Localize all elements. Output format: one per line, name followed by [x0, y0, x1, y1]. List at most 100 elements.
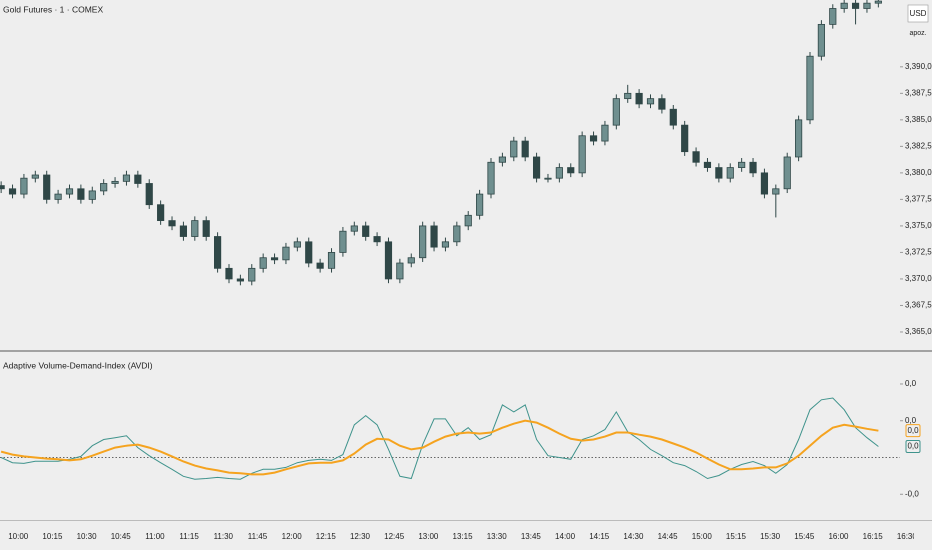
indicator-pane	[0, 397, 900, 480]
candle-body	[362, 225, 370, 237]
x-tick-label: 16:15	[863, 532, 884, 541]
candle-body	[54, 193, 62, 200]
candle-body	[339, 230, 347, 253]
x-tick-label: 13:30	[487, 532, 508, 541]
last-value-tag	[905, 424, 921, 438]
x-tick-label: 14:30	[623, 532, 644, 541]
y-tick-label: 3,372,5	[905, 248, 932, 257]
candle-body	[65, 188, 74, 195]
candle-body	[476, 193, 484, 216]
candle-body	[20, 177, 28, 195]
x-tick-label: 13:00	[418, 532, 439, 541]
y-tick-label: 3,385,0	[905, 115, 932, 124]
candle-body	[282, 246, 290, 261]
candle-body	[863, 2, 871, 9]
candle-body	[738, 161, 746, 168]
candle-body	[214, 236, 222, 269]
candle-body	[145, 183, 153, 206]
candle-body	[806, 55, 814, 121]
currency-box[interactable]	[907, 4, 929, 23]
candle-body	[43, 174, 51, 200]
candle-body	[840, 2, 848, 9]
candle-body	[111, 180, 119, 184]
x-tick-label: 16:30	[897, 532, 918, 541]
indicator-title: Adaptive Volume-Demand-Index (AVDI)	[3, 360, 153, 370]
candle-body	[0, 185, 5, 190]
x-tick-label: 15:45	[794, 532, 815, 541]
x-tick-label: 10:00	[8, 532, 29, 541]
candle-body	[419, 225, 427, 259]
candle-body	[772, 188, 780, 195]
x-tick-label: 15:15	[726, 532, 747, 541]
candle-body	[350, 225, 358, 232]
y-tick-label: 3,370,0	[905, 274, 932, 283]
y-tick-label: 3,375,0	[905, 221, 932, 230]
candle-body	[521, 140, 529, 158]
x-tick-label: 11:30	[214, 532, 234, 541]
scale-label[interactable]: apoz.	[909, 30, 926, 37]
x-tick-label: 15:30	[760, 532, 781, 541]
candle-body	[100, 183, 108, 192]
chart-title: Gold Futures · 1 · COMEX	[3, 4, 103, 14]
candle-body	[373, 236, 381, 243]
candle-body	[510, 140, 518, 158]
candle-body	[749, 161, 757, 174]
price-pane	[0, 0, 882, 286]
candle-body	[681, 124, 689, 153]
candle-body	[191, 220, 199, 237]
y-tick-label: 3,377,5	[905, 195, 932, 204]
x-tick-label: 10:30	[77, 532, 98, 541]
candle-body	[692, 151, 700, 163]
x-tick-label: 14:45	[658, 532, 679, 541]
candle-body	[248, 267, 256, 282]
candle-body	[236, 278, 244, 282]
last-value-label: 0,0	[907, 442, 919, 451]
y-tick-label: 3,390,0	[905, 62, 932, 71]
candle-body	[658, 98, 666, 110]
candle-body	[202, 220, 210, 237]
candle-body	[31, 174, 39, 179]
currency[interactable]: USD	[910, 9, 927, 18]
candle-body	[225, 267, 233, 280]
candle-body	[441, 241, 450, 248]
candle-body	[396, 262, 404, 280]
x-tick-label: 14:15	[589, 532, 610, 541]
candle-body	[316, 262, 324, 269]
candle-body	[532, 156, 541, 179]
candle-body	[464, 214, 472, 227]
x-tick-label: 14:00	[555, 532, 576, 541]
x-tick-label: 12:15	[316, 532, 337, 541]
candle-body	[829, 8, 837, 25]
x-tick-label: 12:00	[282, 532, 303, 541]
candle-body	[544, 177, 552, 180]
x-tick-label: 15:00	[692, 532, 713, 541]
candle-body	[122, 174, 131, 182]
indicator-line	[0, 419, 879, 476]
candle-body	[88, 190, 96, 200]
candle-body	[578, 135, 586, 174]
candle-body	[453, 225, 461, 243]
x-tick-label: 11:15	[179, 532, 199, 541]
candle-body	[601, 124, 609, 142]
y-tick-label: 3,382,5	[905, 141, 932, 150]
candle-body	[134, 174, 142, 184]
candle-body	[624, 92, 632, 100]
axes: 3,365,0 3,367,5 3,370,0 3,372,5 3,375,0 3,377…	[900, 62, 932, 498]
last-value-tag	[905, 439, 921, 453]
x-tick-label: 10:15	[42, 532, 63, 541]
x-tick-label: 13:15	[453, 532, 474, 541]
candle-body	[293, 241, 301, 248]
x-tick-label: 11:45	[248, 532, 268, 541]
y-tick-label: -0,0	[905, 489, 919, 498]
y-tick-label: 3,365,0	[905, 327, 932, 336]
x-tick-label: 11:00	[145, 532, 165, 541]
candle-body	[874, 0, 882, 4]
candle-body	[384, 241, 393, 280]
candle-body	[783, 156, 791, 190]
candle-body	[817, 23, 825, 57]
candle-body	[795, 119, 803, 158]
candle-body	[669, 108, 677, 126]
candle-body	[760, 172, 769, 195]
